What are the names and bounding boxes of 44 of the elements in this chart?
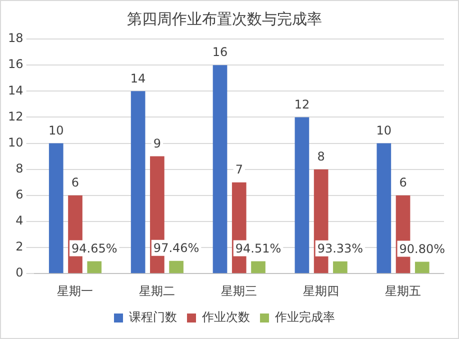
bar: [87, 261, 102, 274]
bar: [376, 143, 392, 274]
x-tick-label: 星期四: [303, 284, 340, 298]
legend-label: 作业完成率: [274, 310, 335, 324]
data-label: 94.51%: [235, 241, 282, 256]
y-tick-label: 14: [8, 83, 24, 98]
y-tick-label: 8: [16, 161, 24, 176]
data-label: 94.65%: [71, 241, 118, 256]
y-tick-label: 16: [8, 57, 24, 72]
bar: [414, 262, 430, 274]
y-tick-label: 10: [8, 135, 24, 150]
x-tick-label: 星期一: [57, 284, 94, 298]
data-label: 12: [294, 97, 310, 112]
legend-label: 课程门数: [129, 310, 177, 324]
bar: [48, 143, 64, 274]
data-label: 7: [235, 162, 243, 176]
y-tick-label: 4: [16, 214, 24, 228]
x-tick-label: 星期二: [139, 284, 176, 298]
data-label: 10: [376, 123, 392, 138]
data-label: 90.80%: [399, 242, 446, 256]
bar: [212, 65, 228, 274]
legend-label: 作业次数: [201, 310, 250, 324]
bar: [169, 260, 184, 274]
y-tick-label: 0: [16, 266, 24, 280]
bar: [251, 261, 266, 274]
bar: [333, 261, 348, 274]
bar: [130, 91, 146, 274]
x-tick-label: 星期五: [385, 284, 422, 298]
y-tick-label: 2: [16, 240, 24, 254]
y-tick-label: 12: [8, 109, 24, 124]
chart-title: 第四周作业布置次数与完成率: [127, 10, 322, 28]
data-label: 8: [317, 149, 325, 164]
data-label: 9: [153, 136, 162, 150]
x-tick-label: 星期三: [221, 284, 258, 298]
y-tick-label: 6: [16, 188, 24, 202]
data-label: 6: [71, 176, 80, 190]
bar: [294, 117, 310, 274]
data-label: 6: [399, 176, 407, 190]
data-label: 10: [48, 123, 64, 138]
y-tick-label: 18: [8, 31, 24, 46]
data-label: 14: [130, 71, 146, 86]
data-label: 97.46%: [153, 241, 200, 256]
data-label: 93.33%: [317, 242, 364, 256]
data-label: 16: [212, 45, 228, 60]
